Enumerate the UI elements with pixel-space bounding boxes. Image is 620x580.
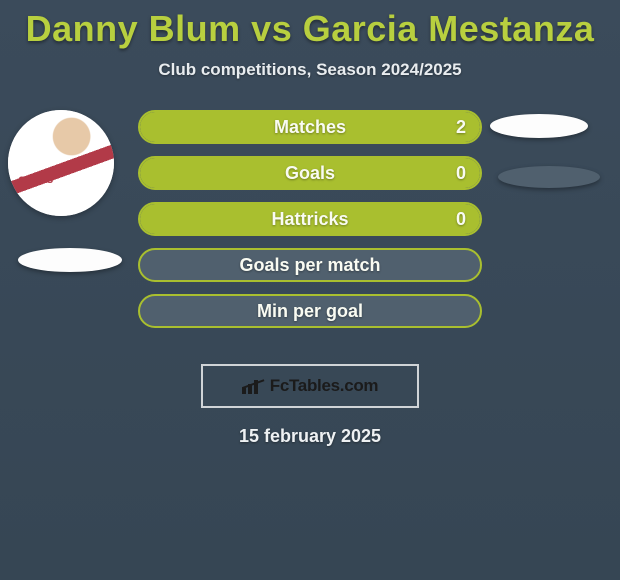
player2-ellipse-1	[490, 114, 588, 138]
stat-bar-label: Matches	[274, 117, 346, 138]
comparison-area: adidas Matches 2 Goals 0 Hattricks 0 Goals per…	[0, 110, 620, 350]
jersey-brand-text: adidas	[18, 172, 53, 186]
stat-bar-label: Goals	[285, 163, 335, 184]
stat-bar-label: Goals per match	[239, 255, 380, 276]
page-title: Danny Blum vs Garcia Mestanza	[0, 0, 620, 50]
stats-bars: Matches 2 Goals 0 Hattricks 0 Goals per match M…	[138, 110, 482, 340]
stat-bar: Hattricks 0	[138, 202, 482, 236]
snapshot-date: 15 february 2025	[0, 426, 620, 447]
player1-avatar: adidas	[8, 110, 114, 216]
player1-shadow-ellipse	[18, 248, 122, 272]
stat-bar: Min per goal	[138, 294, 482, 328]
stat-bar-value: 0	[456, 163, 466, 184]
watermark-text: FcTables.com	[270, 376, 379, 396]
stat-bar-label: Min per goal	[257, 301, 363, 322]
stat-bar-value: 2	[456, 117, 466, 138]
stat-bar-value: 0	[456, 209, 466, 230]
player2-ellipse-2	[498, 166, 600, 188]
bars-icon	[242, 378, 264, 394]
stat-bar-label: Hattricks	[271, 209, 348, 230]
page-subtitle: Club competitions, Season 2024/2025	[0, 60, 620, 80]
stat-bar: Goals per match	[138, 248, 482, 282]
watermark: FcTables.com	[201, 364, 419, 408]
stat-bar: Goals 0	[138, 156, 482, 190]
stat-bar: Matches 2	[138, 110, 482, 144]
